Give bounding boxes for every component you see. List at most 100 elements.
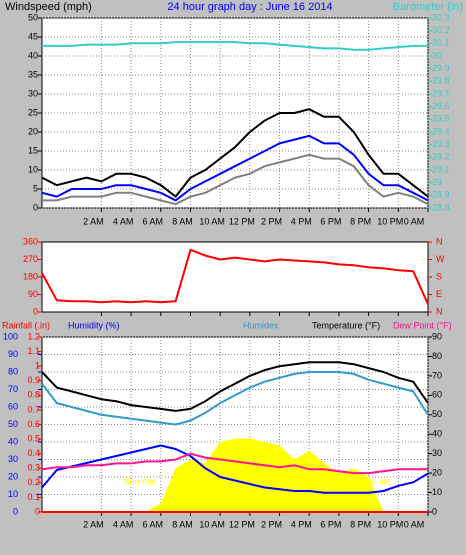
x-tick-label: 6 PM [320,216,341,226]
y-axis-label: Windspeed (mph) [5,1,92,13]
x-tick-label: 8 PM [350,216,371,226]
annotation: Sun rise [123,476,156,486]
y2-tick-label: N [436,236,443,246]
y-tick-label: 100 [3,331,18,341]
y2-tick-label: 29.1 [432,164,450,174]
x-tick-label: 6 AM [143,216,164,226]
y2-tick-label: 40 [432,429,442,439]
x-tick-label: 10 PM [377,216,403,226]
line [41,371,429,426]
y2-tick-label: 50 [432,409,442,419]
y-tick-label: 0 [33,306,38,316]
y2-tick-label: 60 [432,390,442,400]
x-tick-label: 4 PM [291,519,312,529]
y-tick-label: 90 [28,289,38,299]
line [41,444,429,494]
x-tick-label: 8 AM [172,519,193,529]
y-tick-label: 10 [8,489,18,499]
y2-tick-label: 29.8 [432,76,450,86]
chart-title: 24 hour graph day : June 16 2014 [167,1,332,13]
legend-label: Temperature (°F) [312,320,380,330]
y-tick-label: 35 [28,69,38,79]
line [42,41,428,51]
x-tick-label: 4 AM [113,216,134,226]
y3-tick-label: 0.5 [27,433,40,443]
x-tick-label: 12 PM [229,216,255,226]
plot-area [41,241,429,313]
y-tick-label: 25 [28,107,38,117]
y3-tick-label: 0.9 [27,375,40,385]
y-tick-label: 10 [28,164,38,174]
legend-label: Humidex [243,320,279,330]
y2-tick-label: 29.4 [432,126,450,136]
x-tick-label: 8 PM [350,519,371,529]
line [41,361,429,412]
y3-tick-label: 0.6 [27,419,40,429]
x-tick-label: 0 AM [404,519,425,529]
y-tick-label: 0 [13,506,18,516]
y3-tick-label: 0.1 [27,492,40,502]
y2-axis-label: Barometer (in) [393,1,463,13]
y3-tick-label: 0.4 [27,448,40,458]
y2-tick-label: 30 [432,50,442,60]
y3-tick-label: 1 [35,361,40,371]
y-tick-label: 60 [8,401,18,411]
y2-tick-label: S [436,271,442,281]
y3-tick-label: 0.7 [27,404,40,414]
y2-tick-label: 10 [432,487,442,497]
y-tick-label: 15 [28,145,38,155]
y2-tick-label: 29.2 [432,152,450,162]
x-tick-label: 8 AM [172,216,193,226]
y2-tick-label: 29.9 [432,63,450,73]
y-tick-label: 20 [8,471,18,481]
y-tick-label: 5 [33,183,38,193]
line [41,108,429,198]
y-tick-label: 50 [8,419,18,429]
y2-tick-label: 29.7 [432,88,450,98]
y3-tick-label: 0.3 [27,463,40,473]
x-tick-label: 10 AM [199,519,225,529]
y-tick-label: 180 [23,271,38,281]
y-tick-label: 270 [23,254,38,264]
x-tick-label: 2 AM [83,519,104,529]
y3-tick-label: 1.1 [27,346,40,356]
y-tick-label: 70 [8,384,18,394]
x-tick-label: 2 AM [83,216,104,226]
y2-tick-label: 30 [432,448,442,458]
y2-tick-label: 29.3 [432,139,450,149]
y-tick-label: 40 [28,50,38,60]
line [41,248,429,305]
y2-tick-label: 28.9 [432,190,450,200]
annotation: Sun set [361,476,392,486]
y-tick-label: 80 [8,366,18,376]
y-tick-label: 30 [8,454,18,464]
y-tick-label: 30 [28,88,38,98]
y2-tick-label: 28.8 [432,202,450,212]
y-tick-label: 360 [23,236,38,246]
legend-label: Rainfall (.in) [2,320,50,330]
y2-tick-label: N [436,306,443,316]
y2-tick-label: 90 [432,331,442,341]
y2-tick-label: 30.2 [432,25,450,35]
line [41,452,428,475]
legend-label: Dew Point (°F) [393,320,452,330]
y2-tick-label: 20 [432,467,442,477]
legend-label: Humidity (%) [68,320,120,330]
x-tick-label: 12 PM [229,519,255,529]
y3-tick-label: 0.2 [27,477,40,487]
x-tick-label: 0 AM [404,216,425,226]
y-tick-label: 50 [28,12,38,22]
y2-tick-label: 30.1 [432,38,450,48]
x-tick-label: 4 PM [291,216,312,226]
y-tick-label: 0 [33,202,38,212]
line [41,134,429,202]
y-tick-label: 90 [8,349,18,359]
y-tick-label: 40 [8,436,18,446]
y2-tick-label: 29.5 [432,114,450,124]
x-tick-label: 2 PM [261,216,282,226]
y2-tick-label: 30.3 [432,12,450,22]
x-tick-label: 6 AM [143,519,164,529]
y2-tick-label: E [436,289,442,299]
